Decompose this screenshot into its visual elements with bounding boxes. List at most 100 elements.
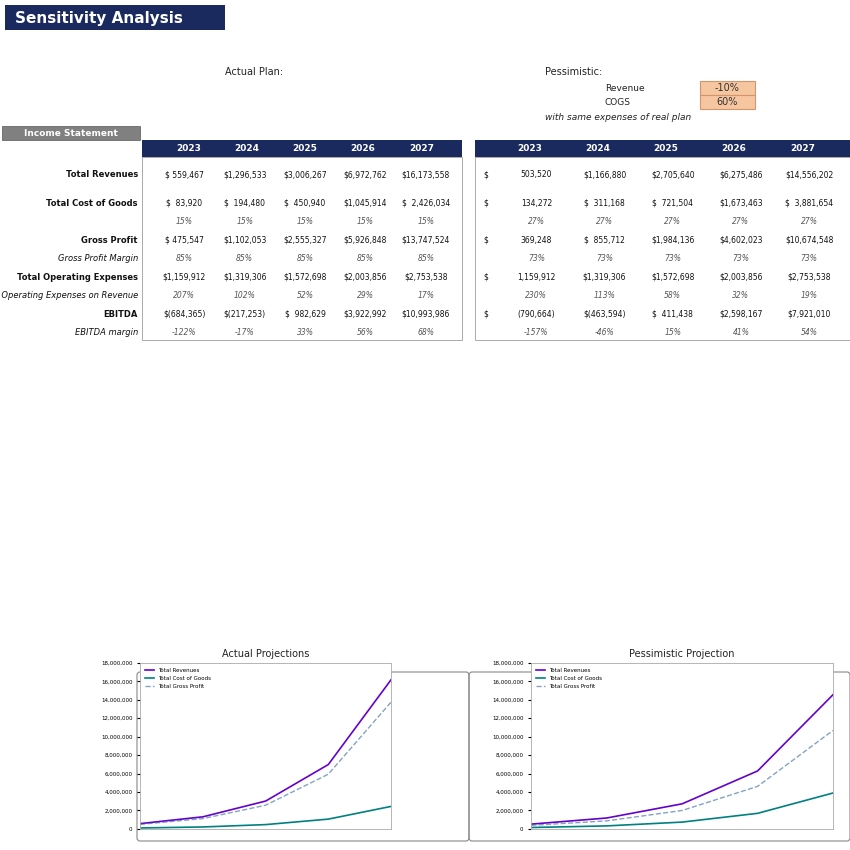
Text: 2027: 2027 [790,144,815,153]
Text: 15%: 15% [236,217,253,226]
Text: 56%: 56% [357,328,374,337]
Title: Pessimistic Projection: Pessimistic Projection [629,649,735,660]
Text: Total Cost of Goods: Total Cost of Goods [47,199,138,207]
Text: $13,747,524: $13,747,524 [401,235,450,245]
Total Cost of Goods [752,808,762,819]
Text: 15%: 15% [176,217,193,226]
Total Cost of Goods [260,819,270,830]
Text: $3,922,992: $3,922,992 [343,309,387,319]
Text: 2025: 2025 [654,144,678,153]
Text: -157%: -157% [524,328,549,337]
Text: 27%: 27% [596,217,613,226]
Legend: Total Revenues, Total Cost of Goods, Total Gross Profit: Total Revenues, Total Cost of Goods, Tot… [534,666,604,691]
Text: 60%: 60% [717,97,738,107]
Text: 2027: 2027 [409,144,434,153]
Text: $2,555,327: $2,555,327 [283,235,326,245]
Text: 2024: 2024 [586,144,610,153]
Total Gross Profit [602,816,612,826]
Text: 85%: 85% [297,254,314,263]
Text: $ 559,467: $ 559,467 [165,170,204,179]
Text: $: $ [483,170,488,179]
Text: $3,006,267: $3,006,267 [283,170,327,179]
FancyBboxPatch shape [5,5,225,30]
Text: $2,753,538: $2,753,538 [404,273,447,281]
Text: $6,972,762: $6,972,762 [343,170,387,179]
Total Gross Profit [386,697,396,707]
Total Cost of Goods [323,814,333,824]
Text: EBITDA: EBITDA [104,309,138,319]
Text: Gross Profit Margin: Gross Profit Margin [58,254,138,263]
Text: Pessimistic:: Pessimistic: [545,67,603,77]
Text: 230%: 230% [525,291,547,300]
Text: (790,664): (790,664) [518,309,555,319]
Legend: Total Revenues, Total Cost of Goods, Total Gross Profit: Total Revenues, Total Cost of Goods, Tot… [143,666,213,691]
Total Cost of Goods [828,788,838,798]
Text: $  411,438: $ 411,438 [652,309,693,319]
Text: $1,572,698: $1,572,698 [283,273,326,281]
FancyBboxPatch shape [142,157,462,340]
Text: 102%: 102% [234,291,256,300]
Text: Revenue: Revenue [605,83,644,93]
Total Cost of Goods [602,821,612,831]
Text: 15%: 15% [664,328,681,337]
Line: Total Cost of Goods: Total Cost of Goods [531,793,833,828]
Text: $1,045,914: $1,045,914 [343,199,387,207]
Total Gross Profit [198,813,208,824]
Text: $  721,504: $ 721,504 [652,199,694,207]
Text: $: $ [483,235,488,245]
Text: $  83,920: $ 83,920 [167,199,202,207]
FancyBboxPatch shape [475,140,850,157]
Text: 27%: 27% [801,217,818,226]
Text: -122%: -122% [172,328,196,337]
Text: Sensitivity Analysis: Sensitivity Analysis [15,10,183,26]
Text: 2026: 2026 [722,144,746,153]
Total Gross Profit [526,820,536,830]
Total Revenues [828,689,838,700]
Text: 27%: 27% [528,217,545,226]
Text: 15%: 15% [417,217,434,226]
Line: Total Revenues: Total Revenues [140,680,391,824]
Text: $7,921,010: $7,921,010 [787,309,830,319]
Text: $ 475,547: $ 475,547 [165,235,204,245]
Text: 73%: 73% [596,254,613,263]
Text: 1,159,912: 1,159,912 [517,273,556,281]
Line: Total Gross Profit: Total Gross Profit [140,702,391,824]
Text: 85%: 85% [357,254,374,263]
Text: -10%: -10% [715,83,740,93]
Total Gross Profit [260,800,270,810]
Text: 2026: 2026 [351,144,376,153]
Total Revenues [386,675,396,685]
Text: $1,319,306: $1,319,306 [583,273,626,281]
Text: 73%: 73% [528,254,545,263]
FancyBboxPatch shape [475,157,850,340]
Text: $(684,365): $(684,365) [163,309,206,319]
Text: Income Statement: Income Statement [24,128,118,138]
Text: 17%: 17% [417,291,434,300]
Text: Total Revenues: Total Revenues [65,170,138,179]
Total Gross Profit [677,806,687,816]
Text: $1,102,053: $1,102,053 [223,235,266,245]
Text: 15%: 15% [357,217,374,226]
Total Revenues [752,766,762,776]
Line: Total Gross Profit: Total Gross Profit [531,730,833,825]
Text: EBITDA margin: EBITDA margin [75,328,138,337]
Text: COGS: COGS [605,98,631,106]
Total Revenues [260,796,270,806]
Text: $1,572,698: $1,572,698 [651,273,694,281]
Total Cost of Goods [135,823,145,833]
Text: -46%: -46% [595,328,615,337]
Total Cost of Goods [198,822,208,832]
Text: 41%: 41% [733,328,750,337]
Text: $1,159,912: $1,159,912 [162,273,206,281]
Text: % of Operating Expenses on Revenue: % of Operating Expenses on Revenue [0,291,138,300]
Text: 33%: 33% [297,328,314,337]
Text: 73%: 73% [664,254,681,263]
Text: $2,753,538: $2,753,538 [787,273,830,281]
Text: $1,984,136: $1,984,136 [651,235,694,245]
Text: $: $ [483,309,488,319]
FancyBboxPatch shape [142,140,462,157]
Text: $1,166,880: $1,166,880 [583,170,626,179]
Text: $16,173,558: $16,173,558 [402,170,450,179]
Text: $: $ [483,273,488,281]
Text: 2025: 2025 [292,144,317,153]
